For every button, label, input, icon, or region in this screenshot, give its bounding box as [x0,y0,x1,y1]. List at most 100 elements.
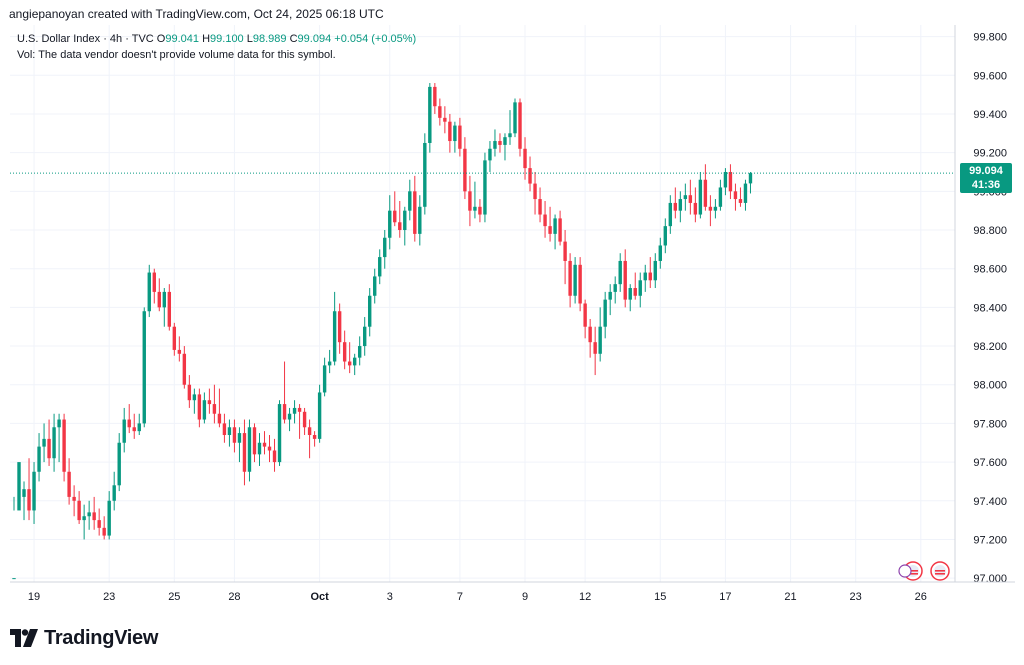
candle-body [47,438,51,459]
candle-body [498,141,502,145]
candle-body [673,202,678,211]
candle-body [267,446,272,451]
candle-body [643,272,647,281]
candle-body [713,206,718,211]
candle-body [152,272,156,292]
candle-body [357,346,362,358]
y-tick-label: 99.800 [973,32,1007,44]
candle-body [538,199,542,215]
y-tick-label: 98.400 [973,302,1007,314]
candle-body [287,413,292,420]
x-tick-label: 23 [850,591,862,603]
x-tick-label: Oct [310,591,329,603]
candle-body [37,446,41,472]
candle-body [618,260,622,285]
candle-body [698,179,703,215]
us-flag-stripe-icon [908,573,918,575]
high-label: H [202,33,211,45]
candle-body [693,202,698,215]
x-tick-label: 9 [522,591,528,603]
change-value: +0.054 (+0.05%) [334,33,417,45]
candle-body [217,413,222,424]
candle-body [523,148,527,169]
candle-body [633,288,637,296]
candle-body [418,206,422,234]
y-tick-label: 98.600 [973,264,1007,276]
y-tick-label: 99.200 [973,148,1007,160]
us-flag-stripe-icon [935,573,945,575]
tradingview-logo[interactable]: TradingView [10,624,158,652]
price-chart[interactable]: 99.80099.60099.40099.20099.00098.80098.6… [0,0,1024,620]
candle-body [322,365,327,393]
candle-body [718,187,723,207]
candle-body [608,291,612,300]
candle-body [142,311,146,424]
candle-body [27,489,31,511]
candle-body [423,142,427,207]
x-tick-label: 28 [228,591,240,603]
y-tick-label: 99.400 [973,109,1007,121]
candle-body [332,311,337,362]
open-label: O [156,33,166,45]
candle-body [147,272,151,312]
candle-body [588,326,592,343]
symbol-name[interactable]: U.S. Dollar Index · 4h · TVC [17,33,154,45]
candle-body [363,326,367,347]
x-tick-label: 26 [915,591,927,603]
candle-body [107,500,111,536]
candle-body [443,117,447,122]
candle-body [242,433,247,472]
candle-body [368,295,372,327]
candle-body [398,222,402,231]
candle-body [162,291,166,308]
candle-body [192,394,197,401]
candle-body [708,206,713,211]
candle-body [127,419,131,428]
candle-body [117,442,121,486]
candle-body [578,264,582,304]
candle-body [683,195,688,200]
candle-body [543,214,547,227]
candle-body [342,342,347,362]
candle-body [513,102,517,134]
candle-body [52,427,56,459]
last-price-tag: 99.094 41:36 [960,163,1012,193]
candle-body [518,102,522,149]
candle-body [678,199,683,211]
candle-body [222,423,227,436]
candle-body [508,133,512,138]
candle-body [573,264,577,296]
candle-body [32,471,36,511]
candle-body [558,218,562,242]
candle-body [743,183,748,203]
candle-body [458,125,462,149]
candle-body [528,168,532,184]
candle-body [202,400,207,420]
candle-body [488,148,492,161]
y-tick-label: 98.200 [973,341,1007,353]
y-tick-label: 97.600 [973,457,1007,469]
candle-body [728,171,733,192]
candle-body [483,160,487,215]
symbol-legend[interactable]: U.S. Dollar Index · 4h · TVC O99.041 H99… [17,33,416,45]
candle-body [302,411,307,428]
x-tick-label: 15 [654,591,666,603]
candle-body [62,419,66,472]
low-label: L [246,33,253,45]
candle-body [112,485,116,501]
candle-body [553,218,557,234]
y-tick-label: 97.200 [973,534,1007,546]
candle-body [493,141,497,149]
candle-body [468,191,472,211]
x-tick-label: 25 [168,591,180,603]
candle-body [568,260,572,296]
y-tick-label: 99.600 [973,70,1007,82]
candle-body [658,245,662,261]
candle-body [438,106,442,118]
candle-body [603,299,607,327]
candle-body [688,195,693,203]
candle-body [378,257,382,277]
x-tick-label: 21 [784,591,796,603]
last-price: 99.094 [969,165,1003,177]
candle-body [247,427,252,472]
